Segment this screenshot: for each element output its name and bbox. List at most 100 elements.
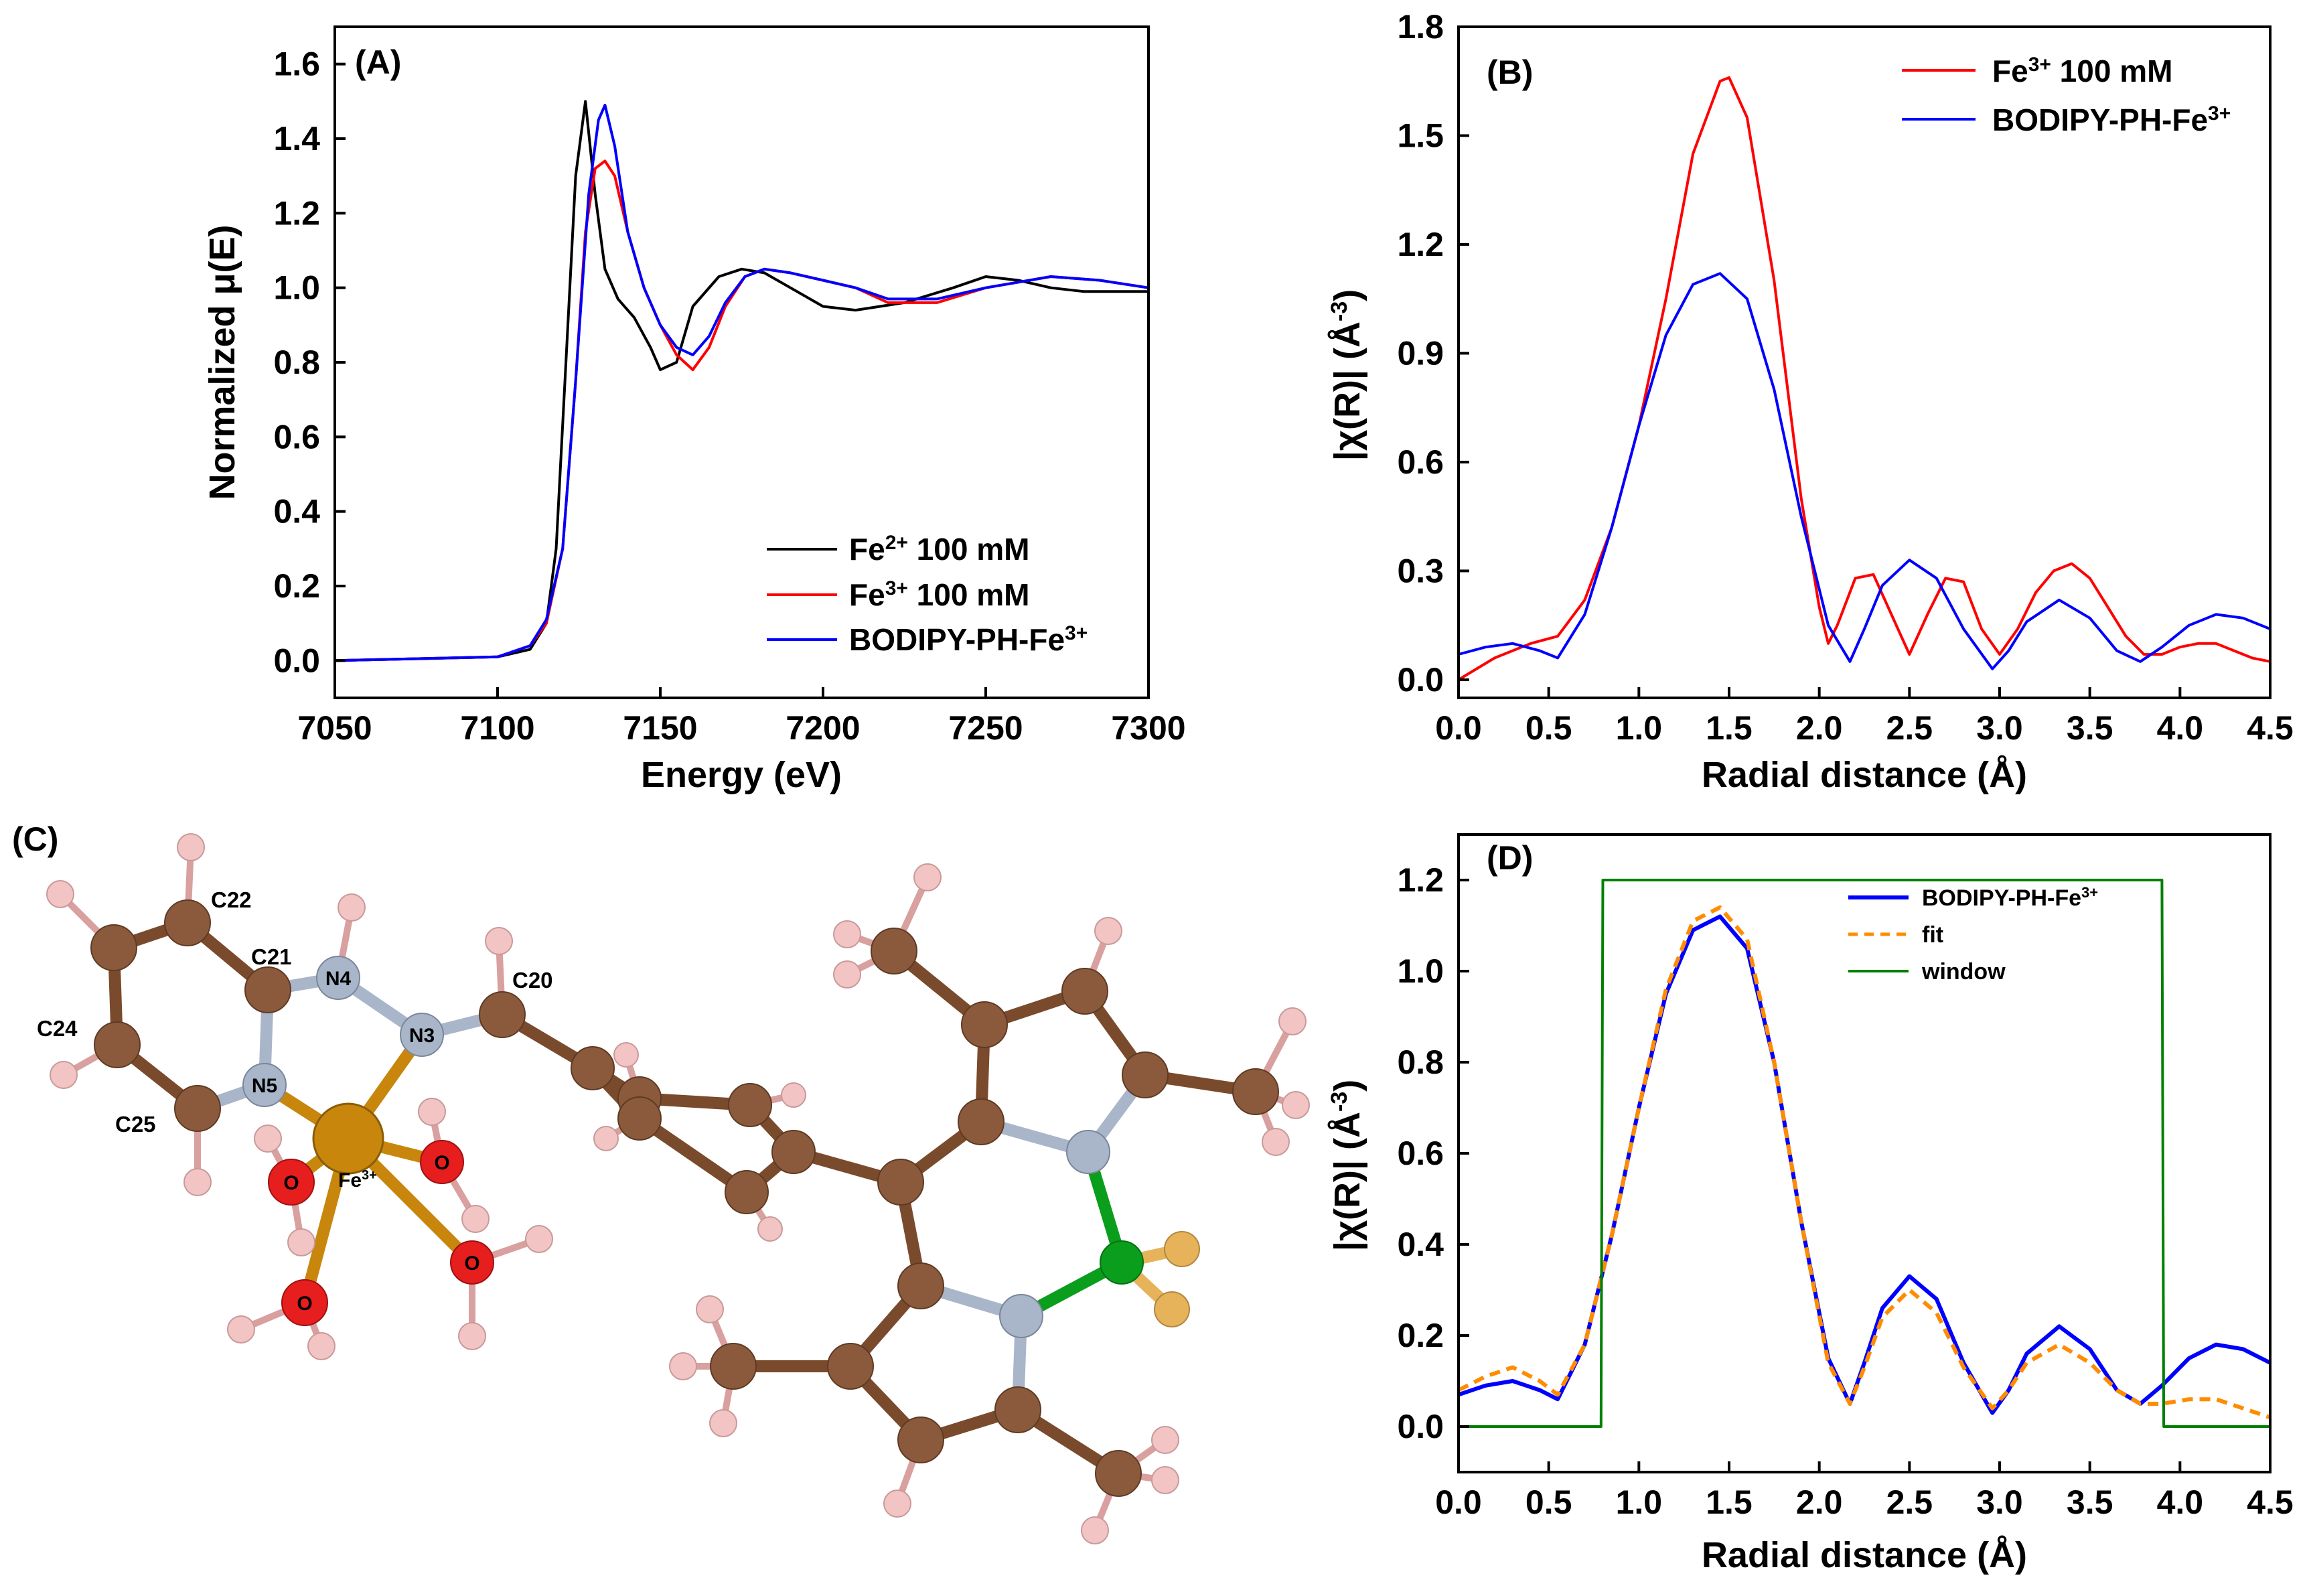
- hydrogen-atom: [254, 1125, 282, 1153]
- x-tick-label-b-0: 0.0: [1435, 709, 1482, 747]
- hydrogen-atom: [1278, 1007, 1307, 1035]
- legend-d-label-fit: fit: [1922, 922, 1943, 948]
- y-tick-label-a-5: 1.0: [273, 269, 320, 307]
- hydrogen-atom: [338, 893, 366, 922]
- x-tick-label-d-4: 2.0: [1796, 1483, 1843, 1521]
- panel-a-legend: Fe2+ 100 mM Fe3+ 100 mM BODIPY-PH-Fe3+: [767, 532, 1088, 657]
- nitrogen-atom: [999, 1294, 1043, 1338]
- series-line-d-0: [1458, 914, 2272, 1415]
- y-tick-label-a-3: 0.6: [273, 418, 320, 455]
- y-tick-label-a-1: 0.2: [273, 567, 320, 605]
- legend-d-label-window: window: [1921, 959, 2006, 985]
- carbon-atom: [827, 1343, 874, 1390]
- x-tick-label-b-6: 3.0: [1976, 709, 2023, 747]
- panel-d-plot-area: [1457, 879, 2272, 1428]
- legend-b-label-bodipy: BODIPY-PH-Fe3+: [1992, 102, 2231, 138]
- panel-d-y-axis-title: |χ(R)| (Å-3): [1327, 1080, 1368, 1251]
- nitrogen-atom: [1066, 1130, 1110, 1174]
- panel-d-legend: BODIPY-PH-Fe3+ fit window: [1848, 884, 2098, 985]
- carbon-atom: [1232, 1068, 1279, 1115]
- x-tick-label-b-7: 3.5: [2067, 709, 2113, 747]
- panel-b-y-axis-title: |χ(R)| (Å-3): [1327, 289, 1368, 461]
- hydrogen-atom: [418, 1098, 446, 1126]
- x-tick-label-d-9: 4.5: [2247, 1483, 2294, 1521]
- panel-a-y-axis-title: Normalized μ(E): [202, 224, 242, 500]
- hydrogen-atom: [50, 1061, 78, 1089]
- nitrogen-atom-n5: [242, 1063, 287, 1107]
- hydrogen-atom: [525, 1225, 553, 1253]
- x-tick-label-a-0: 7050: [297, 709, 372, 747]
- panel-b: 0.0 0.5 1.0 1.5 2.0 2.5 3.0 3.5 4.0 4.5 0.0 0.3 0.6 0…: [1327, 8, 2294, 795]
- panel-a-ticks: 7050 7100 7150 7200 7250 7300 0.0 0.2 0.4 0.6 0.8 1…: [273, 46, 1185, 747]
- panel-c-molecule: (C): [12, 820, 1310, 1544]
- fluorine-atom: [1164, 1231, 1200, 1267]
- oxygen-atom: [420, 1140, 464, 1184]
- panel-d-label: (D): [1487, 839, 1533, 877]
- panel-d-ticks: 0.0 0.5 1.0 1.5 2.0 2.5 3.0 3.5 4.0 4.5 0.0 0.2 0.4 0…: [1397, 861, 2293, 1521]
- atom-label-fe: Fe3+: [338, 1168, 377, 1191]
- hydrogen-atom: [287, 1228, 315, 1256]
- panel-b-ticks: 0.0 0.5 1.0 1.5 2.0 2.5 3.0 3.5 4.0 4.5 0.0 0.3 0.6 0…: [1397, 8, 2293, 747]
- hydrogen-atom: [458, 1322, 486, 1350]
- legend-a-label-fe3: Fe3+ 100 mM: [849, 577, 1029, 613]
- atom-label-n4: N4: [325, 968, 352, 990]
- hydrogen-atom: [883, 1490, 911, 1518]
- boron-atom: [1100, 1240, 1144, 1285]
- hydrogen-atom: [696, 1295, 724, 1323]
- carbon-atom: [174, 1085, 221, 1132]
- iron-atom: [312, 1102, 384, 1175]
- y-tick-label-b-4: 1.2: [1397, 226, 1444, 263]
- hydrogen-atom: [669, 1352, 697, 1380]
- x-tick-label-d-7: 3.5: [2067, 1483, 2113, 1521]
- hydrogen-atom: [1262, 1128, 1290, 1156]
- panel-b-plot-area: [1457, 76, 2271, 681]
- y-tick-label-a-4: 0.8: [273, 344, 320, 381]
- y-tick-label-d-2: 0.4: [1397, 1226, 1444, 1263]
- fluorine-atom: [1154, 1291, 1190, 1327]
- x-tick-label-d-5: 2.5: [1886, 1483, 1933, 1521]
- carbon-atom: [877, 1159, 924, 1206]
- panel-d: 0.0 0.5 1.0 1.5 2.0 2.5 3.0 3.5 4.0 4.5 0.0 0.2 0.4 0…: [1327, 833, 2294, 1575]
- carbon-atom: [94, 1021, 141, 1068]
- atom-label-c20: C20: [512, 968, 553, 993]
- oxygen-atom: [281, 1279, 328, 1326]
- y-tick-label-b-2: 0.6: [1397, 443, 1444, 481]
- atom-label-o4: O: [297, 1293, 312, 1315]
- hydrogen-atom: [613, 1042, 639, 1068]
- atom-label-c22: C22: [211, 887, 252, 912]
- legend-a-label-fe2: Fe2+ 100 mM: [849, 532, 1029, 567]
- atom-label-c24: C24: [37, 1016, 78, 1041]
- hydrogen-atom: [177, 833, 205, 861]
- y-tick-label-d-0: 0.0: [1397, 1408, 1444, 1445]
- carbon-atom: [1061, 968, 1108, 1015]
- carbon-atom: [617, 1096, 662, 1141]
- x-tick-label-b-5: 2.5: [1886, 709, 1933, 747]
- x-tick-label-d-6: 3.0: [1976, 1483, 2023, 1521]
- legend-d-label-bodipy: BODIPY-PH-Fe3+: [1922, 884, 2098, 912]
- x-tick-label-d-2: 1.0: [1616, 1483, 1663, 1521]
- y-tick-label-a-6: 1.2: [273, 194, 320, 232]
- x-tick-label-b-3: 1.5: [1706, 709, 1753, 747]
- carbon-atom: [994, 1386, 1041, 1433]
- x-tick-label-d-8: 4.0: [2157, 1483, 2204, 1521]
- atom-label-c25: C25: [115, 1112, 156, 1137]
- x-tick-label-b-1: 0.5: [1525, 709, 1572, 747]
- atom-label-n5: N5: [252, 1075, 277, 1097]
- y-tick-label-a-0: 0.0: [273, 642, 320, 679]
- x-tick-label-a-2: 7150: [623, 709, 697, 747]
- panel-a-plot-area: [334, 100, 1149, 662]
- atom-label-c21: C21: [251, 944, 292, 969]
- carbon-atom: [728, 1083, 772, 1127]
- carbon-atom: [1122, 1051, 1169, 1098]
- panel-b-frame: [1457, 25, 2272, 699]
- y-tick-label-b-3: 0.9: [1397, 334, 1444, 372]
- hydrogen-atom: [593, 1126, 619, 1151]
- hydrogen-atom: [913, 863, 942, 891]
- series-line-a-2: [334, 103, 1149, 662]
- y-tick-label-d-3: 0.6: [1397, 1135, 1444, 1172]
- y-tick-label-d-1: 0.2: [1397, 1317, 1444, 1354]
- y-tick-label-a-8: 1.6: [273, 46, 320, 83]
- hydrogen-atom: [46, 880, 74, 908]
- panel-c-label: (C): [12, 820, 58, 858]
